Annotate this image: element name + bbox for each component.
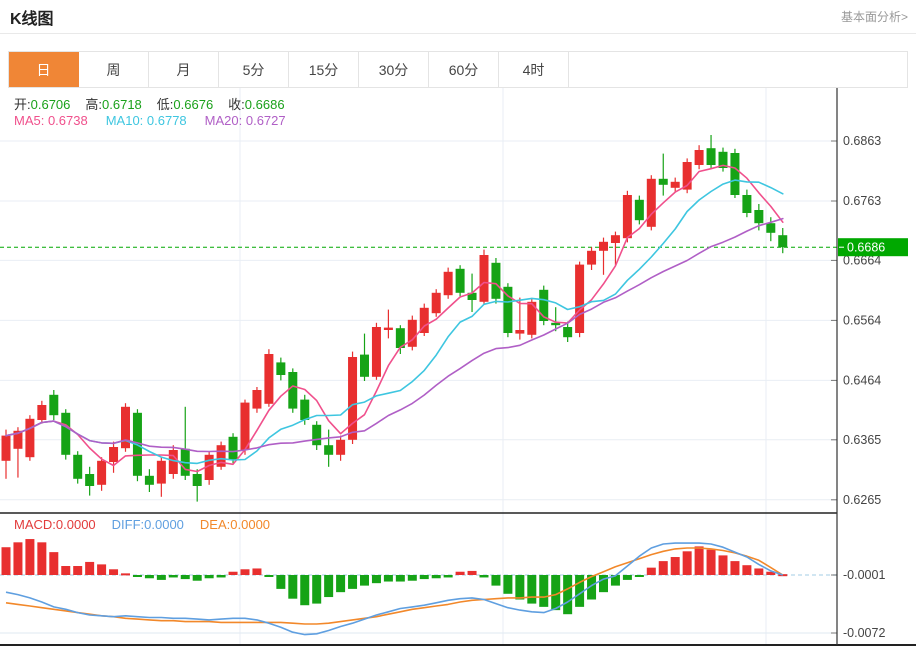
ohlc-item-1: 高:0.6718 bbox=[85, 94, 141, 113]
ohlc-item-2: 低:0.6676 bbox=[157, 94, 213, 113]
ohlc-item-3: 收:0.6686 bbox=[228, 94, 284, 113]
ohlc-label: 收: bbox=[228, 97, 245, 112]
ohlc-label: 低: bbox=[156, 97, 174, 112]
tab-30分[interactable]: 30分 bbox=[359, 52, 429, 87]
ohlc-value: 0.6706 bbox=[30, 97, 71, 112]
ma-legend-item-2: MA20: 0.6727 bbox=[204, 113, 286, 128]
header-divider bbox=[0, 33, 916, 34]
macd-legend: MACD:0.0000 DIFF:0.0000 DEA:0.0000 bbox=[14, 517, 286, 532]
price-axis-label: 0.6564 bbox=[843, 313, 881, 327]
fundamental-analysis-link[interactable]: 基本面分析> bbox=[840, 10, 908, 24]
tab-月[interactable]: 月 bbox=[149, 52, 219, 87]
ohlc-label: 高: bbox=[85, 97, 103, 112]
period-tabbar: 日周月 5分 15分 30分 60分 4时 bbox=[8, 51, 908, 88]
kline-chart-svg[interactable]: 0.6863 0.6763 0.6664 0.6564 0.6464 0.6365 0.62… bbox=[0, 88, 916, 649]
price-axis-label: 0.6664 bbox=[843, 253, 881, 267]
ohlc-item-0: 开:0.6706 bbox=[14, 94, 70, 113]
ohlc-value: 0.6718 bbox=[102, 97, 142, 112]
price-axis-label: 0.6464 bbox=[843, 373, 881, 387]
page-title: K线图 bbox=[10, 11, 54, 28]
price-axis-label: 0.6265 bbox=[843, 493, 881, 507]
macd-legend-item-2: DEA:0.0000 bbox=[199, 517, 271, 532]
ohlc-label: 开: bbox=[14, 97, 31, 112]
ma-legend-item-1: MA10: 0.6778 bbox=[105, 113, 187, 128]
ma-legend-item-0: MA5: 0.6738 bbox=[14, 113, 88, 128]
macd-axis-label: -0.0001 bbox=[843, 568, 885, 582]
current-price-tag: 0.6686 bbox=[847, 241, 885, 255]
kline-chart-area[interactable]: 0.6863 0.6763 0.6664 0.6564 0.6464 0.6365 0.62… bbox=[0, 88, 916, 649]
tab-60分[interactable]: 60分 bbox=[429, 52, 499, 87]
ohlc-legend: 开:0.6706 高:0.6718 低:0.6676 收:0.6686 bbox=[14, 94, 300, 113]
tab-5分[interactable]: 5分 bbox=[219, 52, 289, 87]
tab-日[interactable]: 日 bbox=[9, 52, 79, 87]
tab-15分[interactable]: 15分 bbox=[289, 52, 359, 87]
ohlc-value: 0.6686 bbox=[244, 97, 285, 112]
ma-legend: MA5: 0.6738 MA10: 0.6778 MA20: 0.6727 bbox=[14, 113, 304, 128]
tab-4时[interactable]: 4时 bbox=[499, 52, 569, 87]
ohlc-value: 0.6676 bbox=[173, 97, 214, 112]
macd-legend-item-0: MACD:0.0000 bbox=[14, 517, 96, 532]
price-axis-label: 0.6863 bbox=[843, 134, 881, 148]
macd-axis-label: -0.0072 bbox=[843, 626, 885, 640]
price-axis-label: 0.6763 bbox=[843, 194, 881, 208]
price-axis-label: 0.6365 bbox=[843, 433, 881, 447]
macd-legend-item-1: DIFF:0.0000 bbox=[111, 517, 184, 532]
tab-周[interactable]: 周 bbox=[79, 52, 149, 87]
